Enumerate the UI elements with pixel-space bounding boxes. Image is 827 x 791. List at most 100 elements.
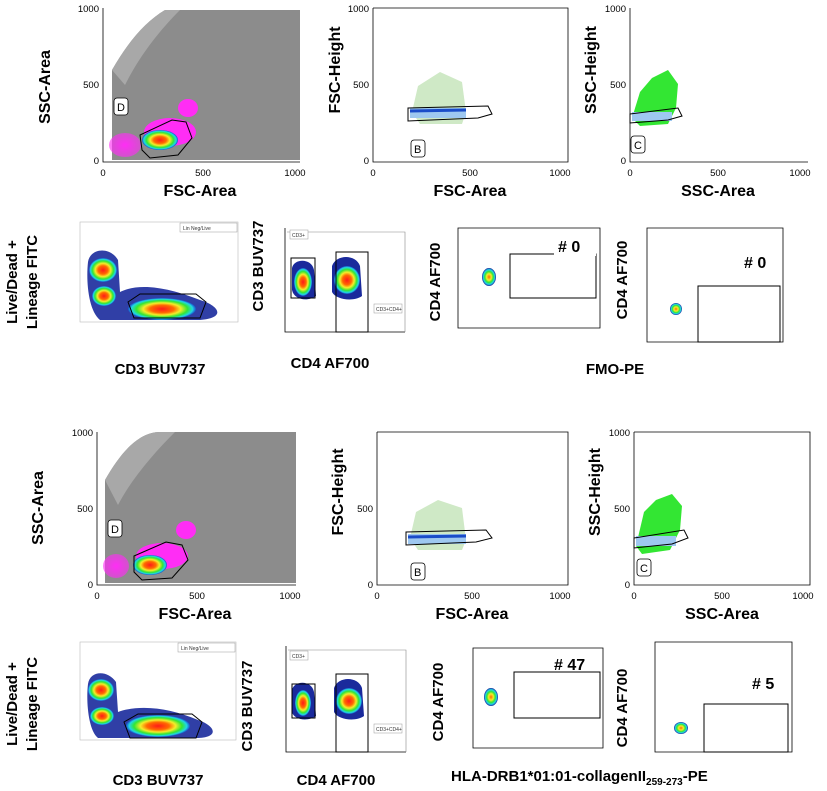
x-axis-label: FSC-Area xyxy=(434,183,507,200)
y-axis-label-line1: Live/Dead + xyxy=(4,240,21,324)
x-tick: 1000 xyxy=(789,168,810,179)
gate-label-box xyxy=(636,558,652,577)
magenta-population xyxy=(178,99,198,117)
dense-population xyxy=(133,555,167,575)
panel-fsch-fsca-1: B 1000 500 0 0 500 1000 FSC-Area FSC-Hei… xyxy=(327,4,571,200)
x-tick: 1000 xyxy=(549,168,570,179)
gate-text: CD3+ xyxy=(292,233,305,239)
blue-band xyxy=(636,536,676,546)
panel-tet-2: CD4 AF700 xyxy=(614,227,784,343)
panel-cd3-cd4-2: CD3+ CD3+CD4+ CD4 AF700 CD3 BUV737 xyxy=(239,646,407,789)
gate-cd3-cd4 xyxy=(335,673,369,753)
y-tick: 0 xyxy=(621,156,626,167)
cd4-negative-population xyxy=(295,690,311,716)
y-axis-label: CD4 AF700 xyxy=(427,243,444,322)
panel-tet-1: CD4 AF700 xyxy=(427,227,601,329)
gate-lin-neg xyxy=(127,293,207,319)
axes xyxy=(96,432,296,586)
y-axis-label: FSC-Height xyxy=(330,448,347,536)
y-axis-label-line2: Lineage FITC xyxy=(24,235,41,329)
gate-box-label xyxy=(289,650,309,661)
y-tick: 500 xyxy=(614,504,630,515)
x-tick: 0 xyxy=(100,168,105,179)
y-tick: 0 xyxy=(364,156,369,167)
gate-box-label xyxy=(373,723,403,734)
gate-cd4-neg xyxy=(290,257,316,299)
gate-positive xyxy=(697,285,781,343)
upper-population xyxy=(89,258,117,282)
gate-b xyxy=(405,529,493,546)
y-tick: 0 xyxy=(368,580,373,591)
y-tick: 500 xyxy=(610,80,626,91)
count-tet-1: # 0 xyxy=(558,239,580,256)
gate-label: C xyxy=(634,140,642,152)
y-axis-label: SSC-Height xyxy=(583,25,600,114)
panel-ssch-ssca-2: C 1000 500 0 0 500 1000 SSC-Area SSC-Hei… xyxy=(587,428,814,623)
axes xyxy=(372,7,569,163)
x-axis-label: SSC-Area xyxy=(685,606,759,623)
upper-population xyxy=(90,707,114,725)
gray-cloud-edge xyxy=(112,10,180,85)
y-tick: 0 xyxy=(94,156,99,167)
y-tick: 0 xyxy=(625,580,630,591)
gate-positive xyxy=(509,253,597,299)
main-population xyxy=(126,715,190,737)
x-axis-label: CD4 AF700 xyxy=(297,772,376,789)
gate-cd4-neg xyxy=(291,683,316,719)
blue-band xyxy=(408,534,466,544)
y-tick: 0 xyxy=(88,580,93,591)
blue-band xyxy=(632,112,672,121)
y-axis-label: SSC-Area xyxy=(30,471,47,545)
x-tick: 500 xyxy=(462,168,478,179)
gate-text: Lin Neg/Live xyxy=(183,226,211,232)
y-axis-label: CD3 BUV737 xyxy=(239,661,256,752)
magenta-population xyxy=(176,521,196,539)
panel-cd3-cd4-1: CD3+ CD3+CD4+ CD4 AF700 CD3 BUV737 xyxy=(250,221,406,372)
x-tick: 0 xyxy=(374,591,379,602)
gate-text: Lin Neg/Live xyxy=(181,646,209,652)
x-axis-label: CD3 BUV737 xyxy=(115,361,206,378)
y-axis-label: CD4 AF700 xyxy=(430,663,447,742)
x-tick: 500 xyxy=(189,591,205,602)
axes xyxy=(629,8,808,163)
axes xyxy=(654,641,793,753)
fmo-label: FMO-PE xyxy=(586,361,644,378)
blue-line xyxy=(407,534,467,539)
panel-tet-4: CD4 AF700 xyxy=(614,641,793,753)
gate-cd3-plus xyxy=(288,649,407,752)
panel-fsch-fsca-2: B 500 0 0 500 1000 FSC-Area FSC-Height xyxy=(330,431,571,623)
panel-lin-cd3-1: Lin Neg/Live CD3 BUV737 Live/Dead + Line… xyxy=(4,221,239,378)
y-tick: 1000 xyxy=(609,428,630,439)
y-axis-label-line2: Lineage FITC xyxy=(24,657,41,751)
gate-box-label xyxy=(373,303,403,314)
x-tick: 500 xyxy=(710,168,726,179)
cd4-negative-population xyxy=(294,268,312,296)
magenta-population xyxy=(109,133,141,157)
tetramer-suffix: -PE xyxy=(683,768,708,785)
tetramer-main: HLA-DRB1*01:01-collagenII xyxy=(451,768,646,785)
axes xyxy=(472,647,604,749)
y-axis-label: SSC-Height xyxy=(587,447,604,536)
axes xyxy=(102,8,300,163)
gate-label-box xyxy=(630,135,646,154)
gate-label: B xyxy=(414,144,421,156)
gray-cloud-edge xyxy=(105,432,175,505)
axes xyxy=(646,227,784,343)
x-tick: 0 xyxy=(370,168,375,179)
panel-ssc-fsc-1: D 1000 500 0 0 500 1000 FSC-Area SSC-Are… xyxy=(37,4,306,200)
gate-d xyxy=(133,541,189,581)
upper-population xyxy=(88,679,114,701)
population xyxy=(674,722,688,734)
gate-text: CD3+CD4+ xyxy=(376,307,402,313)
gate-cd3-cd4 xyxy=(335,251,369,333)
x-axis-label: FSC-Area xyxy=(164,183,237,200)
gate-text: CD3+CD4+ xyxy=(376,727,402,733)
panel-ssch-ssca-1: C 1000 500 0 0 500 1000 SSC-Area SSC-Hei… xyxy=(583,4,811,200)
y-tick: 500 xyxy=(83,80,99,91)
gate-box-label xyxy=(179,222,238,233)
x-tick: 1000 xyxy=(284,168,305,179)
gate-label: B xyxy=(414,567,421,579)
count-tet-4: # 5 xyxy=(752,676,774,693)
gate-positive xyxy=(513,671,601,719)
y-tick: 500 xyxy=(357,504,373,515)
